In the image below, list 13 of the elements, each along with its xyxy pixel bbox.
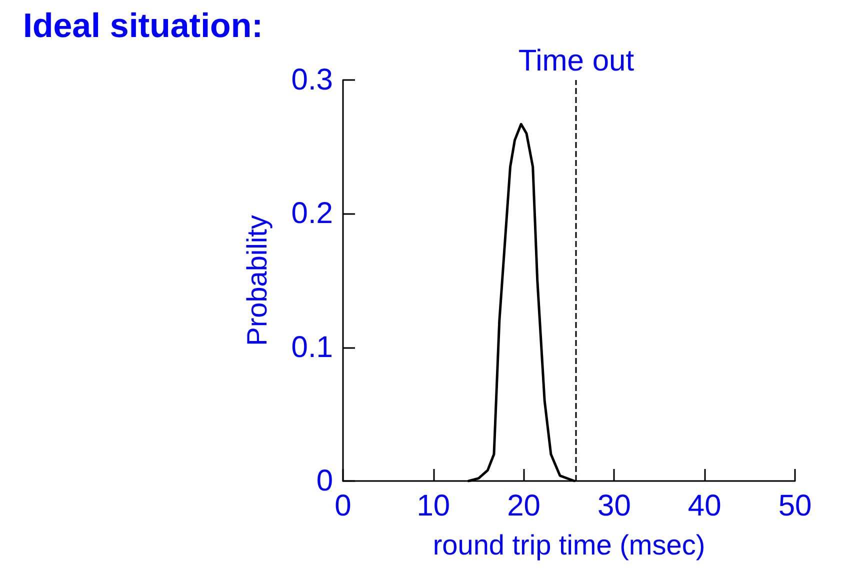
- y-tick-label: 0.2: [291, 197, 333, 230]
- x-tick-label: 30: [598, 490, 631, 522]
- x-tick-label: 20: [507, 490, 540, 522]
- y-axis-title: Probability: [242, 215, 272, 346]
- y-tick-label: 0.3: [291, 64, 333, 96]
- y-tick-label: 0.1: [291, 330, 333, 364]
- x-tick-label: 50: [778, 490, 812, 522]
- x-tick-label: 10: [416, 490, 450, 522]
- x-axis-title: round trip time (msec): [432, 530, 706, 560]
- ref-line-label: Time out: [518, 44, 635, 78]
- chart-title: Ideal situation:: [23, 7, 263, 45]
- x-tick-label: 40: [688, 490, 722, 522]
- y-tick-label: 0: [316, 464, 333, 498]
